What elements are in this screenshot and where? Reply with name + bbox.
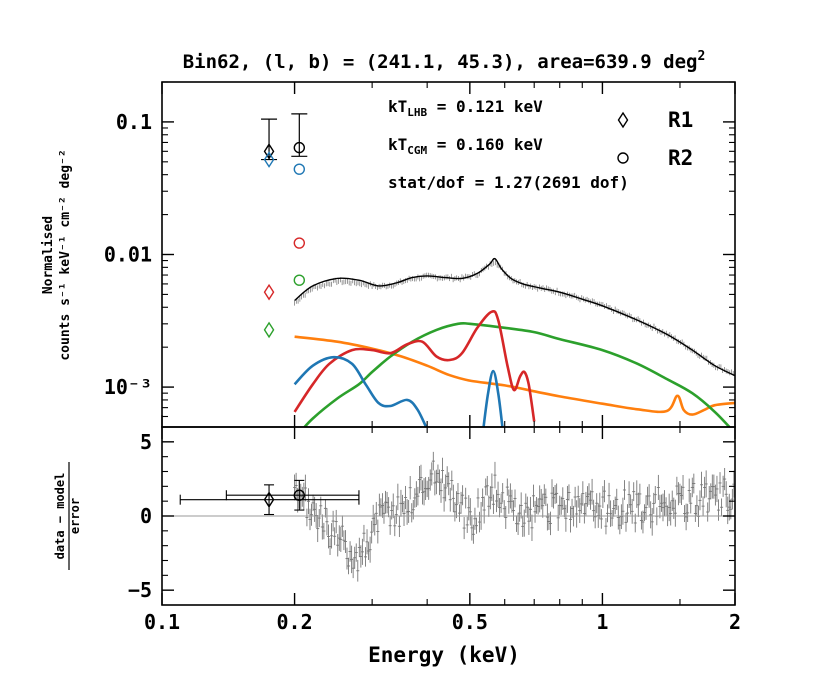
annotation-value: = 1.27(2691 dof) bbox=[465, 173, 629, 192]
bottom-y-label-denominator: error bbox=[68, 498, 82, 534]
rosat-point-R1-model-green bbox=[263, 321, 275, 339]
x-tick-label: 0.5 bbox=[452, 610, 488, 634]
rosat-point-R2-model-green bbox=[293, 274, 306, 286]
top-panel-points bbox=[261, 113, 308, 339]
curve-blue-component-line bbox=[482, 369, 504, 427]
bottom-panel-points bbox=[179, 479, 360, 516]
legend-label-R2: R2 bbox=[668, 146, 693, 170]
annotation-main: kT bbox=[388, 97, 407, 116]
rosat-point-R2-model-blue bbox=[293, 163, 306, 175]
axis-tick-labels: 0.1 0.2 0.5 1 2 0.1 0.01 10⁻³ 5 0 −5 bbox=[104, 110, 741, 634]
bottom-y-tick-label: −5 bbox=[128, 578, 152, 602]
rosat-point-R1-data bbox=[263, 143, 275, 160]
annotation-main: kT bbox=[388, 135, 407, 154]
annotation-subscript: CGM bbox=[407, 144, 427, 157]
annotation-line: stat/dof = 1.27(2691 dof) bbox=[388, 173, 629, 192]
x-tick-label: 1 bbox=[596, 610, 608, 634]
legend-label-R1: R1 bbox=[668, 108, 693, 132]
x-tick-label: 2 bbox=[729, 610, 741, 634]
x-tick-label: 0.2 bbox=[277, 610, 313, 634]
curve-total-model bbox=[294, 257, 735, 377]
bottom-panel-residuals bbox=[293, 451, 735, 582]
chart-title: Bin62, (l, b) = (241.1, 45.3), area=639.… bbox=[183, 49, 706, 73]
rosat-point-R2-model-red bbox=[293, 237, 306, 249]
top-y-tick-label: 0.1 bbox=[116, 110, 152, 134]
annotation-subscript: LHB bbox=[407, 106, 427, 119]
curve-orange-component bbox=[294, 335, 735, 416]
annotation-line: kTLHB = 0.121 keV bbox=[388, 97, 543, 119]
x-tick-label: 0.1 bbox=[144, 610, 180, 634]
top-panel-curves bbox=[293, 257, 735, 427]
top-y-tick-label: 0.01 bbox=[104, 243, 152, 267]
top-y-tick-label: 10⁻³ bbox=[104, 375, 152, 399]
legend: R1 R2 bbox=[617, 108, 693, 170]
chart-title-superscript: 2 bbox=[697, 49, 705, 64]
curve-green-component bbox=[302, 321, 732, 427]
curve-red-component bbox=[293, 309, 536, 422]
x-axis-label: Energy (keV) bbox=[368, 643, 520, 667]
legend-marker-R2 bbox=[617, 152, 629, 164]
rosat-point-R1-model-red bbox=[263, 283, 275, 301]
bottom-y-label-numerator: data − model bbox=[53, 473, 67, 560]
top-y-label-line1: Normalised bbox=[41, 216, 56, 294]
curve-blue-component bbox=[293, 355, 428, 427]
rosat-residual-R2-residual bbox=[293, 489, 306, 501]
annotation-main: stat/dof bbox=[388, 173, 465, 192]
annotation-line: kTCGM = 0.160 keV bbox=[388, 135, 543, 157]
bottom-y-tick-label: 0 bbox=[140, 504, 152, 528]
legend-marker-R1 bbox=[617, 111, 629, 129]
rosat-point-R2-data bbox=[293, 141, 306, 154]
bottom-y-tick-label: 5 bbox=[140, 430, 152, 454]
chart-title-text: Bin62, (l, b) = (241.1, 45.3), area=639.… bbox=[183, 51, 698, 73]
axis-ticks bbox=[161, 81, 736, 605]
rosat-residual-R1-residual bbox=[263, 491, 275, 508]
top-y-label-line2: counts s⁻¹ keV⁻¹ cm⁻² deg⁻² bbox=[58, 149, 73, 360]
annotation-value: = 0.121 keV bbox=[427, 97, 543, 116]
rosat-point-R1-model-blue bbox=[263, 151, 275, 168]
annotation-value: = 0.160 keV bbox=[427, 135, 543, 154]
